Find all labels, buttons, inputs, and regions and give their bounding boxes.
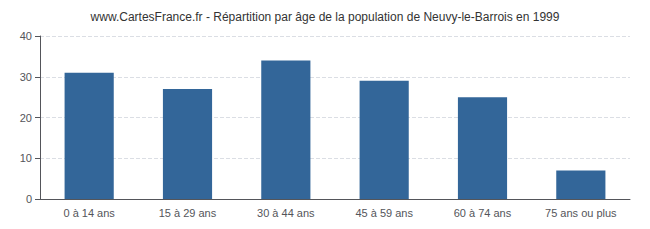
svg-text:30: 30: [20, 71, 32, 83]
svg-text:40: 40: [20, 30, 32, 42]
svg-text:60 à 74 ans: 60 à 74 ans: [454, 207, 512, 219]
svg-text:www.CartesFrance.fr - Répartit: www.CartesFrance.fr - Répartition par âg…: [90, 10, 560, 24]
svg-text:75 ans ou plus: 75 ans ou plus: [545, 207, 617, 219]
svg-text:10: 10: [20, 152, 32, 164]
svg-text:0 à 14 ans: 0 à 14 ans: [63, 207, 115, 219]
svg-text:0: 0: [26, 193, 32, 205]
svg-text:15 à 29 ans: 15 à 29 ans: [159, 207, 217, 219]
svg-text:20: 20: [20, 112, 32, 124]
svg-text:45 à 59 ans: 45 à 59 ans: [355, 207, 413, 219]
svg-text:30 à 44 ans: 30 à 44 ans: [257, 207, 315, 219]
